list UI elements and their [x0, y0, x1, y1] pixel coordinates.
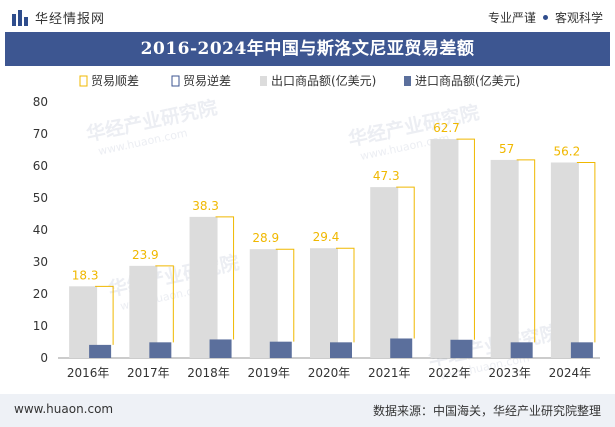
surplus-bracket — [396, 186, 415, 339]
x-tick-label: 2023年 — [488, 366, 531, 380]
import-bar — [390, 338, 413, 358]
surplus-bracket — [215, 216, 235, 340]
surplus-value-label: 18.3 — [72, 268, 99, 282]
y-tick-label: 10 — [33, 319, 48, 333]
brand-name: 华经情报网 — [35, 12, 106, 27]
x-tick-label: 2022年 — [428, 366, 471, 380]
surplus-value-label: 47.3 — [373, 169, 400, 183]
slogan-left: 专业严谨 — [487, 11, 536, 25]
x-tick-label: 2024年 — [549, 366, 592, 380]
y-tick-label: 70 — [33, 127, 48, 141]
footer-site-link[interactable]: www.huaon.com — [14, 402, 114, 416]
title-bar: 2016-2024年中国与斯洛文尼亚贸易差额 — [5, 32, 610, 66]
x-tick-label: 2016年 — [67, 366, 110, 380]
legend-swatch-deficit — [171, 75, 180, 87]
legend-label: 贸易逆差 — [183, 73, 231, 88]
import-bar — [209, 339, 232, 358]
x-tick-label: 2017年 — [127, 366, 170, 380]
surplus-value-label: 62.7 — [433, 121, 460, 135]
surplus-value-label: 23.9 — [132, 248, 159, 262]
y-tick-label: 60 — [33, 159, 48, 173]
export-bar — [550, 162, 579, 358]
legend-label: 进口商品额(亿美元) — [415, 73, 520, 88]
import-bar — [89, 344, 112, 358]
slogan-right: 客观科学 — [554, 11, 603, 25]
legend-label: 贸易顺差 — [91, 74, 139, 88]
surplus-bracket — [456, 138, 475, 340]
import-bar — [510, 342, 533, 358]
surplus-value-label: 28.9 — [252, 231, 279, 245]
y-tick-label: 30 — [33, 255, 48, 269]
chart-title: 2016-2024年中国与斯洛文尼亚贸易差额 — [140, 39, 475, 59]
chart-bars — [69, 138, 596, 358]
import-bar — [269, 341, 292, 358]
surplus-value-label: 38.3 — [192, 199, 219, 213]
x-tick-label: 2020年 — [308, 366, 351, 380]
surplus-bracket — [336, 247, 355, 343]
export-bar — [490, 159, 519, 358]
export-bar — [310, 248, 338, 358]
import-bar — [450, 339, 473, 358]
export-bar — [370, 187, 399, 358]
surplus-bracket — [155, 265, 174, 343]
surplus-bracket — [516, 159, 536, 343]
import-bar — [570, 342, 593, 358]
surplus-bracket — [576, 161, 596, 343]
surplus-bracket — [95, 285, 114, 345]
legend-swatch-import — [404, 76, 411, 86]
export-bar — [249, 249, 278, 358]
x-tick-label: 2021年 — [368, 366, 411, 380]
top-bar: 华经情报网 专业严谨 客观科学 — [0, 0, 615, 32]
x-tick-label: 2019年 — [248, 366, 291, 380]
y-tick-label: 80 — [33, 95, 48, 109]
chart-data-labels: 18.3 23.9 38.3 28.9 29.4 47.3 62.7 57 56.2 — [72, 121, 580, 282]
chart-legend: 贸易顺差 贸易逆差 出口商品额(亿美元) 进口商品额(亿美元) — [79, 73, 520, 88]
y-tick-label: 20 — [33, 287, 48, 301]
legend-swatch-export — [260, 76, 267, 86]
surplus-bracket — [275, 248, 295, 342]
dot-separator-icon — [542, 15, 548, 20]
surplus-value-label: 29.4 — [313, 230, 340, 244]
export-bar — [189, 216, 218, 358]
slogan: 专业严谨 客观科学 — [488, 9, 603, 26]
logo-bars-icon — [12, 9, 28, 26]
footer-source: 数据来源：中国海关，华经产业研究院整理 — [372, 404, 601, 418]
y-tick-label: 0 — [40, 351, 48, 365]
import-bar — [149, 342, 172, 358]
y-tick-label: 50 — [33, 191, 48, 205]
surplus-value-label: 56.2 — [554, 144, 581, 158]
legend-label: 出口商品额(亿美元) — [271, 73, 376, 88]
export-bar — [430, 139, 459, 358]
import-bar — [330, 342, 352, 358]
surplus-value-label: 57 — [499, 142, 514, 156]
y-tick-label: 40 — [33, 223, 48, 237]
brand-logo[interactable]: 华经情报网 — [12, 8, 105, 27]
x-tick-label: 2018年 — [187, 366, 230, 380]
legend-swatch-surplus — [79, 75, 88, 87]
footer: www.huaon.com 数据来源：中国海关，华经产业研究院整理 — [0, 394, 615, 427]
